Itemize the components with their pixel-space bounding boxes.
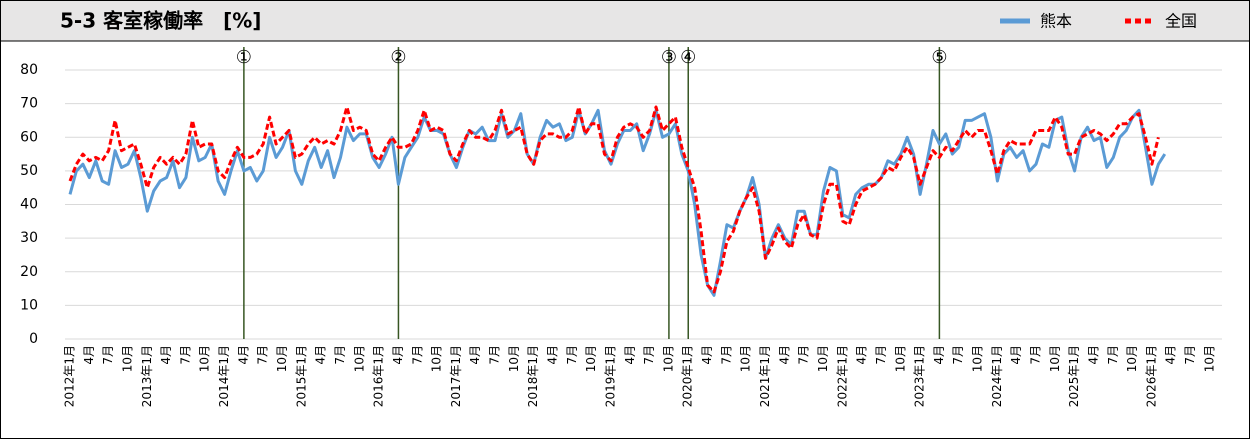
x-tick-label: 7月 [642,345,656,365]
annotation-label: ⑤ [931,47,947,68]
x-tick-label: 2023年1月 [913,345,927,407]
y-tick-label: 20 [20,264,38,280]
x-tick-label: 2019年1月 [603,345,617,407]
x-tick-label: 10月 [971,345,985,372]
x-tick-label: 2013年1月 [140,345,154,407]
x-tick-label: 4月 [1086,345,1100,365]
x-tick-label: 4月 [391,345,405,365]
y-tick-label: 40 [20,197,38,213]
x-tick-label: 10月 [1125,345,1139,372]
x-tick-label: 10月 [893,345,907,372]
x-tick-label: 2026年1月 [1144,345,1158,407]
y-tick-label: 80 [20,62,38,78]
x-tick-label: 7月 [565,345,579,365]
header-bar [1,1,1249,41]
x-tick-label: 7月 [101,345,115,365]
x-tick-label: 7月 [1183,345,1197,365]
x-tick-label: 10月 [584,345,598,372]
x-tick-label: 4月 [855,345,869,365]
x-tick-label: 4月 [1164,345,1178,365]
x-tick-label: 2021年1月 [758,345,772,407]
x-tick-label: 10月 [430,345,444,372]
x-tick-label: 10月 [1048,345,1062,372]
annotation-label: ① [236,47,252,68]
x-tick-label: 7月 [488,345,502,365]
y-tick-label: 0 [29,331,38,347]
x-tick-label: 2018年1月 [526,345,540,407]
x-tick-label: 7月 [1106,345,1120,365]
x-tick-label: 10月 [275,345,289,372]
x-tick-label: 7月 [951,345,965,365]
x-tick-label: 7月 [719,345,733,365]
x-tick-label: 4月 [1009,345,1023,365]
x-tick-label: 10月 [739,345,753,372]
x-tick-label: 2024年1月 [990,345,1004,407]
x-tick-label: 10月 [507,345,521,372]
x-tick-label: 2014年1月 [217,345,231,407]
x-tick-label: 7月 [1029,345,1043,365]
x-tick-label: 10月 [198,345,212,372]
legend-label: 全国 [1165,12,1197,31]
y-tick-label: 70 [20,96,38,112]
x-tick-label: 2022年1月 [835,345,849,407]
x-tick-label: 7月 [410,345,424,365]
x-tick-label: 10月 [352,345,366,372]
x-tick-label: 7月 [874,345,888,365]
annotation-label: ③ [661,47,677,68]
x-tick-label: 10月 [816,345,830,372]
series-line [68,108,1167,297]
annotation-label: ② [390,47,406,68]
x-tick-label: 4月 [314,345,328,365]
x-tick-label: 10月 [661,345,675,372]
annotation-label: ④ [680,47,696,68]
x-tick-label: 7月 [178,345,192,365]
x-tick-label: 2015年1月 [294,345,308,407]
x-tick-label: 4月 [546,345,560,365]
x-tick-label: 4月 [236,345,250,365]
x-tick-label: 2025年1月 [1067,345,1081,407]
y-tick-label: 60 [20,129,38,145]
x-tick-label: 10月 [120,345,134,372]
x-tick-label: 2016年1月 [372,345,386,407]
x-tick-label: 4月 [82,345,96,365]
y-tick-label: 10 [20,297,38,313]
chart-title: 5-3 客室稼働率 [%] [60,9,261,33]
x-tick-label: 4月 [623,345,637,365]
x-tick-label: 4月 [932,345,946,365]
x-tick-label: 2012年1月 [63,345,77,407]
x-tick-label: 4月 [777,345,791,365]
x-tick-label: 10月 [1202,345,1216,372]
x-tick-label: 7月 [256,345,270,365]
series-line [68,105,1160,294]
legend-label: 熊本 [1040,12,1072,31]
x-tick-label: 7月 [333,345,347,365]
x-tick-label: 4月 [159,345,173,365]
x-tick-label: 7月 [797,345,811,365]
x-tick-label: 4月 [700,345,714,365]
x-tick-label: 4月 [468,345,482,365]
x-tick-label: 2020年1月 [681,345,695,407]
y-tick-label: 50 [20,163,38,179]
x-tick-label: 2017年1月 [449,345,463,407]
y-tick-label: 30 [20,230,38,246]
